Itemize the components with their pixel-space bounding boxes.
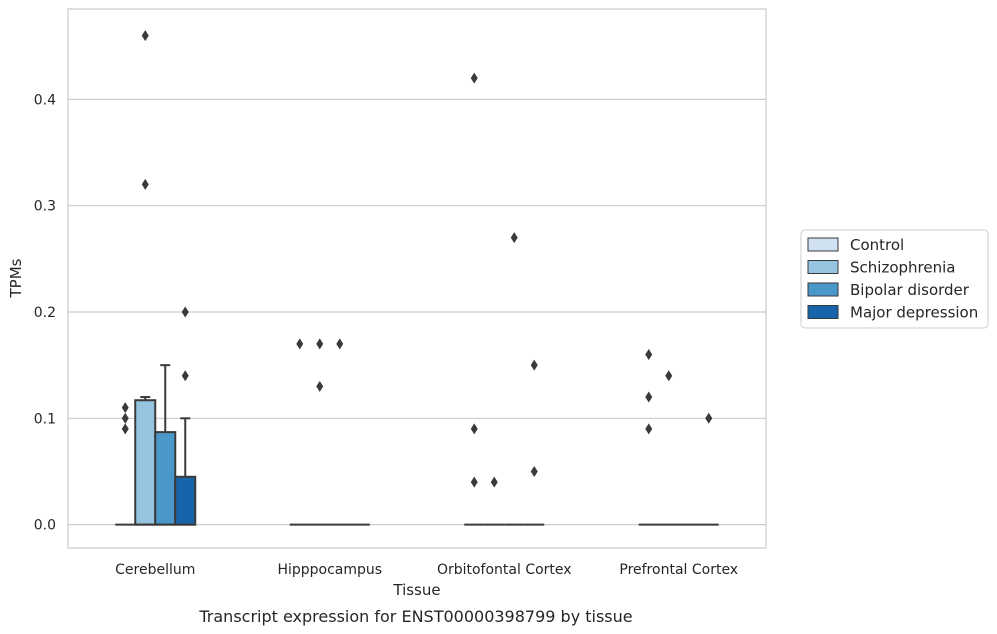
x-axis-label: Tissue [392, 581, 440, 599]
outlier-point [121, 423, 129, 435]
x-tick-labels: Cerebellum Hipppocampus Orbitofontal Corte… [115, 562, 738, 578]
outlier-point [121, 412, 129, 424]
outlier-point [705, 412, 713, 424]
legend-label: Schizophrenia [850, 259, 955, 277]
outlier-point [316, 380, 324, 392]
legend-label: Major depression [850, 304, 978, 322]
legend-label: Bipolar disorder [850, 281, 970, 299]
outlier-point [530, 359, 538, 371]
outlier-point [336, 338, 344, 350]
box-plot-marks [115, 30, 719, 526]
box [134, 399, 157, 526]
y-tick-label: 0.4 [34, 92, 56, 108]
x-tick-label: Orbitofontal Cortex [437, 562, 572, 578]
legend-label: Control [850, 236, 904, 254]
y-tick-labels: 0.0 0.1 0.2 0.3 0.4 [34, 92, 56, 533]
y-tick-label: 0.3 [34, 199, 56, 215]
outlier-point [316, 338, 324, 350]
legend-swatch [807, 282, 839, 297]
y-tick-label: 0.0 [34, 518, 56, 534]
outlier-point [645, 391, 653, 403]
outlier-point [470, 72, 478, 84]
outlier-point [510, 232, 518, 244]
outlier-point [645, 423, 653, 435]
box [154, 431, 177, 526]
outlier-point [121, 402, 129, 414]
legend-swatch [807, 305, 839, 319]
legend-frame [800, 229, 989, 329]
outlier-point [490, 476, 498, 488]
chart-caption: Transcript expression for ENST0000039879… [198, 607, 632, 626]
y-tick-label: 0.2 [34, 305, 56, 321]
y-tick-label: 0.1 [34, 411, 56, 427]
outlier-point [296, 338, 304, 350]
outlier-point [181, 306, 189, 318]
legend: Control Schizophrenia Bipolar disorder Majo… [800, 229, 989, 329]
x-tick-label: Cerebellum [115, 562, 195, 578]
box [174, 475, 197, 526]
legend-swatch [807, 237, 839, 252]
outlier-point [470, 476, 478, 488]
outlier-point [530, 465, 538, 477]
y-axis-label: TPMs [7, 258, 25, 298]
outlier-point [470, 423, 478, 435]
outlier-point [665, 370, 673, 382]
legend-swatch [807, 260, 839, 274]
outlier-point [141, 30, 149, 42]
x-tick-label: Hipppocampus [277, 562, 382, 578]
outlier-point [645, 349, 653, 361]
outlier-point [181, 370, 189, 382]
plot-frame [67, 8, 767, 549]
outlier-point [141, 178, 149, 190]
x-tick-label: Prefrontal Cortex [619, 562, 738, 578]
